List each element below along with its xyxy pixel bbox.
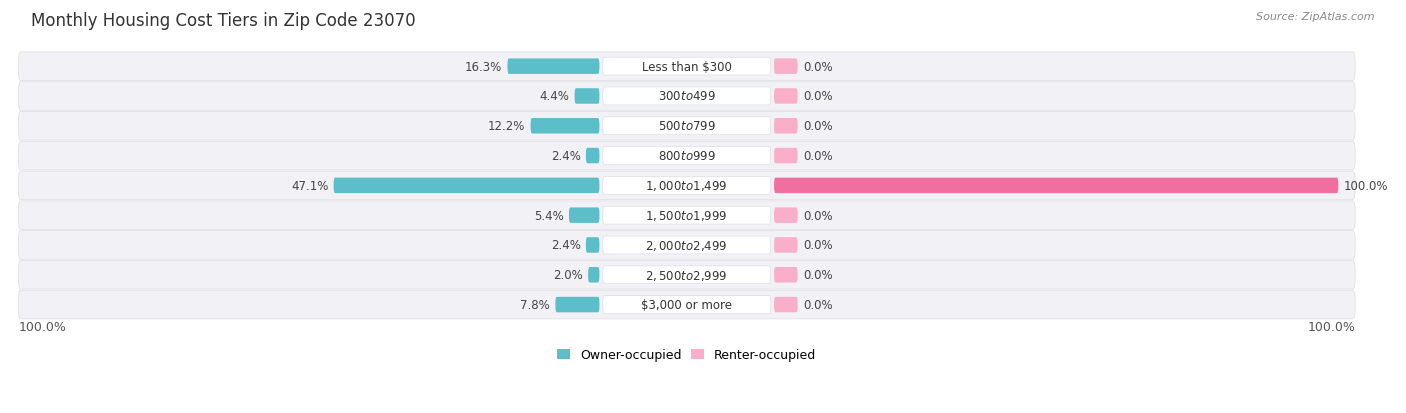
Text: 100.0%: 100.0%: [1344, 179, 1388, 192]
Text: 0.0%: 0.0%: [803, 239, 832, 252]
FancyBboxPatch shape: [18, 202, 1355, 230]
Text: $2,500 to $2,999: $2,500 to $2,999: [645, 268, 728, 282]
FancyBboxPatch shape: [603, 237, 770, 254]
Text: 12.2%: 12.2%: [488, 120, 526, 133]
FancyBboxPatch shape: [18, 112, 1355, 141]
FancyBboxPatch shape: [586, 148, 599, 164]
Text: 5.4%: 5.4%: [534, 209, 564, 222]
FancyBboxPatch shape: [333, 178, 599, 194]
FancyBboxPatch shape: [603, 88, 770, 106]
Text: 2.0%: 2.0%: [553, 268, 582, 282]
Text: $300 to $499: $300 to $499: [658, 90, 716, 103]
FancyBboxPatch shape: [18, 261, 1355, 290]
FancyBboxPatch shape: [775, 208, 797, 223]
Text: 47.1%: 47.1%: [291, 179, 328, 192]
Text: 100.0%: 100.0%: [1308, 320, 1355, 333]
FancyBboxPatch shape: [603, 147, 770, 165]
Text: 4.4%: 4.4%: [540, 90, 569, 103]
FancyBboxPatch shape: [775, 119, 797, 134]
FancyBboxPatch shape: [18, 142, 1355, 171]
Text: 2.4%: 2.4%: [551, 150, 581, 163]
FancyBboxPatch shape: [508, 59, 599, 75]
Text: $500 to $799: $500 to $799: [658, 120, 716, 133]
FancyBboxPatch shape: [775, 59, 797, 75]
FancyBboxPatch shape: [775, 267, 797, 283]
Text: 100.0%: 100.0%: [18, 320, 66, 333]
FancyBboxPatch shape: [603, 296, 770, 314]
Text: 0.0%: 0.0%: [803, 90, 832, 103]
Text: Source: ZipAtlas.com: Source: ZipAtlas.com: [1257, 12, 1375, 22]
Text: 0.0%: 0.0%: [803, 150, 832, 163]
Legend: Owner-occupied, Renter-occupied: Owner-occupied, Renter-occupied: [553, 344, 821, 367]
Text: 0.0%: 0.0%: [803, 61, 832, 74]
Text: $1,500 to $1,999: $1,500 to $1,999: [645, 209, 728, 223]
FancyBboxPatch shape: [586, 237, 599, 253]
Text: 0.0%: 0.0%: [803, 209, 832, 222]
Text: $800 to $999: $800 to $999: [658, 150, 716, 163]
Text: 16.3%: 16.3%: [465, 61, 502, 74]
FancyBboxPatch shape: [775, 178, 1339, 194]
Text: 0.0%: 0.0%: [803, 120, 832, 133]
FancyBboxPatch shape: [569, 208, 599, 223]
FancyBboxPatch shape: [603, 266, 770, 284]
Text: $2,000 to $2,499: $2,000 to $2,499: [645, 238, 728, 252]
Text: $1,000 to $1,499: $1,000 to $1,499: [645, 179, 728, 193]
Text: 0.0%: 0.0%: [803, 298, 832, 311]
FancyBboxPatch shape: [775, 237, 797, 253]
FancyBboxPatch shape: [775, 89, 797, 104]
FancyBboxPatch shape: [530, 119, 599, 134]
FancyBboxPatch shape: [575, 89, 599, 104]
FancyBboxPatch shape: [18, 231, 1355, 260]
FancyBboxPatch shape: [775, 148, 797, 164]
Text: Monthly Housing Cost Tiers in Zip Code 23070: Monthly Housing Cost Tiers in Zip Code 2…: [31, 12, 416, 30]
FancyBboxPatch shape: [18, 53, 1355, 81]
Text: Less than $300: Less than $300: [641, 61, 731, 74]
FancyBboxPatch shape: [18, 172, 1355, 200]
Text: 2.4%: 2.4%: [551, 239, 581, 252]
FancyBboxPatch shape: [18, 83, 1355, 111]
FancyBboxPatch shape: [603, 118, 770, 135]
FancyBboxPatch shape: [555, 297, 599, 313]
Text: 7.8%: 7.8%: [520, 298, 550, 311]
Text: $3,000 or more: $3,000 or more: [641, 298, 733, 311]
FancyBboxPatch shape: [603, 177, 770, 195]
FancyBboxPatch shape: [18, 291, 1355, 319]
Text: 0.0%: 0.0%: [803, 268, 832, 282]
FancyBboxPatch shape: [603, 58, 770, 76]
FancyBboxPatch shape: [775, 297, 797, 313]
FancyBboxPatch shape: [603, 207, 770, 225]
FancyBboxPatch shape: [588, 267, 599, 283]
